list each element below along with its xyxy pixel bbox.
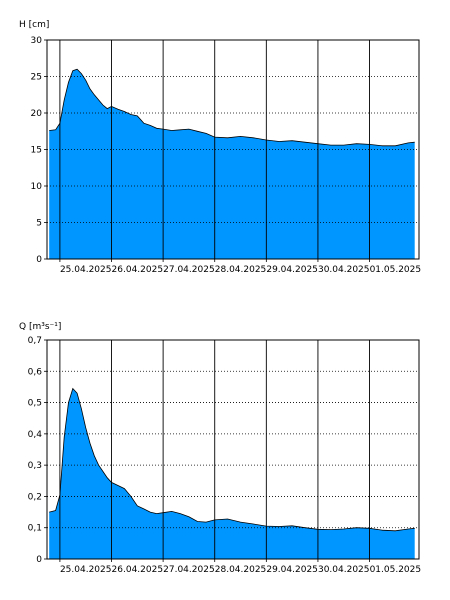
water-level-y-tick-label: 25 [31,73,42,83]
discharge-area [49,388,415,559]
water-level-x-tick-label: 25.04.2025 [60,265,112,275]
water-level-y-tick-label: 5 [36,219,42,229]
discharge-x-tick-label: 28.04.2025 [215,565,267,575]
water-level-area [49,69,415,259]
discharge-x-tick-label: 30.04.2025 [318,565,370,575]
discharge-x-tick-label: 26.04.2025 [112,565,164,575]
discharge-y-tick-label: 0,4 [28,430,43,440]
chart-discharge: Q [m³s⁻¹] 0 0,1 0,2 0,3 0,4 0,5 0,6 0,7 25.04.20… [19,322,421,575]
water-level-x-tick-label: 30.04.2025 [318,265,370,275]
discharge-plot-frame [46,339,420,560]
water-level-plot-frame [46,39,420,260]
discharge-y-tick-label: 0 [36,555,42,565]
discharge-y-tick-label: 0,2 [28,492,42,502]
water-level-axis-label: H [cm] [19,20,49,30]
water-level-y-tick-label: 20 [31,109,43,119]
water-level-x-tick-label: 01.05.2025 [370,265,422,275]
discharge-x-tick-label: 29.04.2025 [266,565,318,575]
water-level-y-tick-label: 15 [31,146,42,156]
discharge-x-tick-label: 27.04.2025 [163,565,215,575]
water-level-x-tick-label: 29.04.2025 [266,265,318,275]
discharge-y-tick-label: 0,5 [28,399,42,409]
water-level-x-tick-label: 28.04.2025 [215,265,267,275]
water-level-x-tick-label: 27.04.2025 [163,265,215,275]
water-level-y-tick-label: 0 [36,255,42,265]
discharge-x-tick-label: 01.05.2025 [370,565,422,575]
discharge-y-tick-label: 0,7 [28,336,42,346]
discharge-x-tick-label: 25.04.2025 [60,565,112,575]
water-level-x-tick-label: 26.04.2025 [112,265,164,275]
discharge-y-tick-label: 0,1 [28,524,42,534]
discharge-axis-label: Q [m³s⁻¹] [19,322,61,332]
water-level-y-tick-label: 10 [31,182,43,192]
water-level-y-tick-label: 30 [31,36,43,46]
discharge-y-tick-label: 0,3 [28,461,42,471]
discharge-y-tick-label: 0,6 [28,367,43,377]
